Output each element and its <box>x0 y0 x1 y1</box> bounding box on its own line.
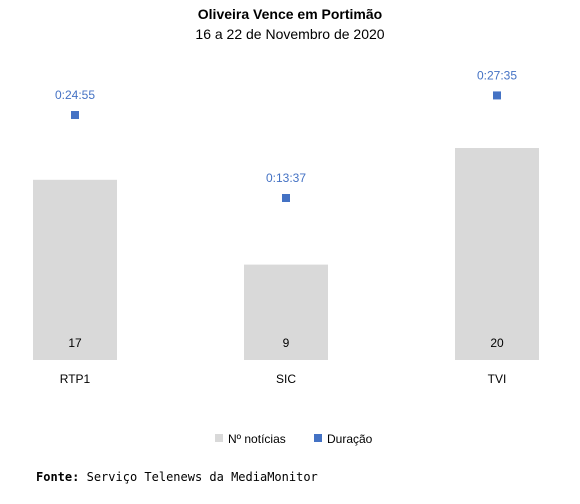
legend-label-noticias: Nº notícias <box>228 432 286 446</box>
category-label: TVI <box>488 372 507 386</box>
bar-value-label: 20 <box>490 336 504 350</box>
duration-point-sic <box>282 193 290 202</box>
source-note: Fonte: Serviço Telenews da MediaMonitor <box>36 470 318 484</box>
plot-area: 17 RTP1 0:24:55 9 SIC 0:13:37 20 TVI 0:27:35 <box>33 68 539 386</box>
bar-tvi <box>455 148 539 360</box>
source-text: Serviço Telenews da MediaMonitor <box>86 470 318 484</box>
legend-swatch-duracao <box>314 434 322 442</box>
source-label: Fonte: <box>36 470 80 484</box>
duration-label: 0:13:37 <box>266 171 306 185</box>
category-label: SIC <box>276 372 296 386</box>
duration-point-rtp1 <box>71 111 79 120</box>
duration-label: 0:24:55 <box>55 88 95 102</box>
legend-swatch-noticias <box>215 434 223 442</box>
duration-point-tvi <box>493 91 501 100</box>
legend-label-duracao: Duração <box>327 432 373 446</box>
bar-rtp1 <box>33 179 117 360</box>
chart-title: Oliveira Vence em Portimão <box>198 6 382 22</box>
duration-label: 0:27:35 <box>477 68 517 82</box>
chart-subtitle: 16 a 22 de Novembro de 2020 <box>195 26 384 42</box>
bar-sic <box>244 264 328 360</box>
category-label: RTP1 <box>60 372 91 386</box>
legend: Nº notícias Duração <box>215 432 373 446</box>
bar-value-label: 9 <box>283 336 290 350</box>
bar-value-label: 17 <box>68 336 82 350</box>
